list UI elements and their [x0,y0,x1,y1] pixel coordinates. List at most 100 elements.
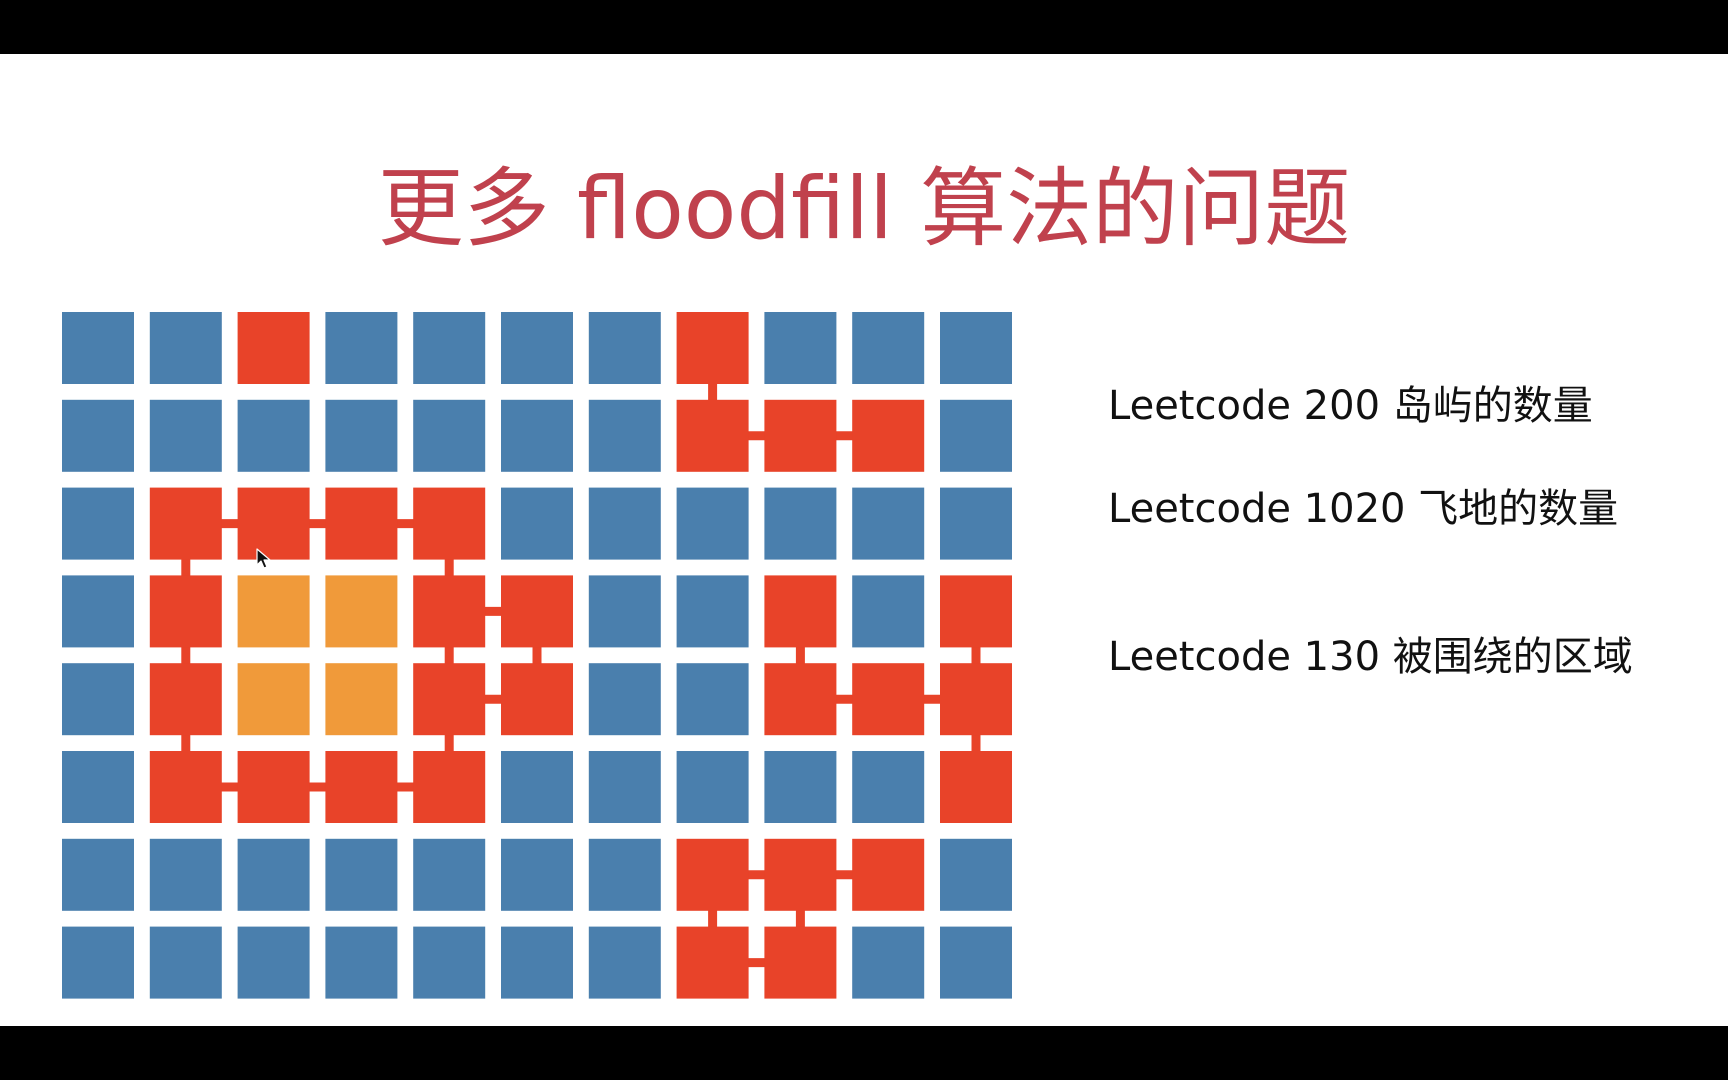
cell-land-r7-c8 [764,926,837,999]
cell-water-r1-c10 [940,399,1012,472]
cell-water-r3-c7 [676,575,749,648]
cell-land-r3-c10 [940,575,1012,648]
cell-water-r1-c1 [149,399,222,472]
cell-water-r6-c10 [940,838,1012,911]
cell-water-r0-c4 [413,312,486,384]
floodfill-grid-diagram [62,312,1012,999]
cell-water-r7-c1 [149,926,222,999]
cell-water-r5-c5 [501,751,573,823]
cell-water-r6-c6 [588,838,661,911]
cell-water-r4-c0 [62,663,134,736]
cell-land-r2-c2 [237,487,310,560]
cell-water-r0-c9 [852,312,925,384]
cell-water-r4-c6 [588,663,661,736]
cell-land-r0-c7 [676,312,749,384]
cell-water-r3-c9 [852,575,925,648]
cell-water-r7-c10 [940,926,1012,999]
cell-water-r1-c3 [325,399,398,472]
cell-water-r3-c6 [588,575,661,648]
cell-land-r4-c9 [852,663,925,736]
cell-water-r0-c0 [62,312,134,384]
cell-land-r6-c9 [852,838,925,911]
cell-water-r0-c8 [764,312,837,384]
cell-enclosed-r3-c2 [237,575,310,648]
cell-water-r6-c1 [149,838,222,911]
cell-water-r3-c0 [62,575,134,648]
cell-land-r0-c2 [237,312,310,384]
cell-land-r5-c4 [413,751,486,823]
cell-land-r4-c1 [149,663,222,736]
cell-water-r2-c8 [764,487,837,560]
slide-title: 更多 floodfill 算法的问题 [377,159,1351,259]
mouse-pointer-icon [256,548,271,569]
cell-land-r5-c10 [940,751,1012,823]
cell-land-r6-c8 [764,838,837,911]
problem-item-leetcode-130: Leetcode 130 被围绕的区域 [1108,634,1633,680]
cell-enclosed-r3-c3 [325,575,398,648]
cell-land-r1-c7 [676,399,749,472]
cell-water-r4-c7 [676,663,749,736]
cell-land-r3-c4 [413,575,486,648]
cell-enclosed-r4-c3 [325,663,398,736]
cell-water-r6-c4 [413,838,486,911]
cell-land-r4-c10 [940,663,1012,736]
cell-water-r0-c5 [501,312,573,384]
cell-water-r7-c9 [852,926,925,999]
cell-water-r0-c3 [325,312,398,384]
letterbox-top-bar [0,0,1728,54]
cell-water-r5-c0 [62,751,134,823]
letterbox-bottom-bar [0,1026,1728,1080]
cell-water-r6-c5 [501,838,573,911]
cell-water-r5-c7 [676,751,749,823]
cell-water-r2-c7 [676,487,749,560]
cell-water-r1-c2 [237,399,310,472]
problem-list: Leetcode 200 岛屿的数量 Leetcode 1020 飞地的数量 L… [1108,54,1708,1026]
slide: 更多 floodfill 算法的问题 Leetcode 200 岛屿的数量 Le… [0,54,1728,1026]
cell-land-r4-c8 [764,663,837,736]
cell-water-r5-c9 [852,751,925,823]
cell-water-r5-c8 [764,751,837,823]
cell-land-r2-c4 [413,487,486,560]
cell-land-r2-c1 [149,487,222,560]
cell-water-r7-c6 [588,926,661,999]
cell-water-r6-c2 [237,838,310,911]
cell-land-r3-c8 [764,575,837,648]
cell-water-r0-c1 [149,312,222,384]
cell-water-r1-c5 [501,399,573,472]
cell-water-r6-c0 [62,838,134,911]
cell-water-r5-c6 [588,751,661,823]
cell-water-r7-c4 [413,926,486,999]
cell-land-r5-c1 [149,751,222,823]
cell-land-r2-c3 [325,487,398,560]
cell-water-r0-c10 [940,312,1012,384]
cell-water-r2-c6 [588,487,661,560]
cell-water-r7-c2 [237,926,310,999]
cell-water-r0-c6 [588,312,661,384]
cell-land-r3-c5 [501,575,573,648]
cell-land-r3-c1 [149,575,222,648]
cell-water-r2-c9 [852,487,925,560]
cell-land-r5-c2 [237,751,310,823]
cell-water-r1-c0 [62,399,134,472]
cell-water-r6-c3 [325,838,398,911]
cell-land-r4-c5 [501,663,573,736]
cell-land-r6-c7 [676,838,749,911]
problem-item-leetcode-1020: Leetcode 1020 飞地的数量 [1108,486,1619,532]
cell-layer [62,312,1012,999]
cell-water-r2-c5 [501,487,573,560]
cell-land-r5-c3 [325,751,398,823]
cell-land-r7-c7 [676,926,749,999]
cell-water-r7-c0 [62,926,134,999]
cell-water-r2-c10 [940,487,1012,560]
cell-water-r1-c4 [413,399,486,472]
cell-water-r1-c6 [588,399,661,472]
cell-land-r1-c9 [852,399,925,472]
cell-land-r1-c8 [764,399,837,472]
cell-water-r7-c3 [325,926,398,999]
cell-land-r4-c4 [413,663,486,736]
problem-item-leetcode-200: Leetcode 200 岛屿的数量 [1108,383,1593,429]
cell-enclosed-r4-c2 [237,663,310,736]
cell-water-r7-c5 [501,926,573,999]
cell-water-r2-c0 [62,487,134,560]
